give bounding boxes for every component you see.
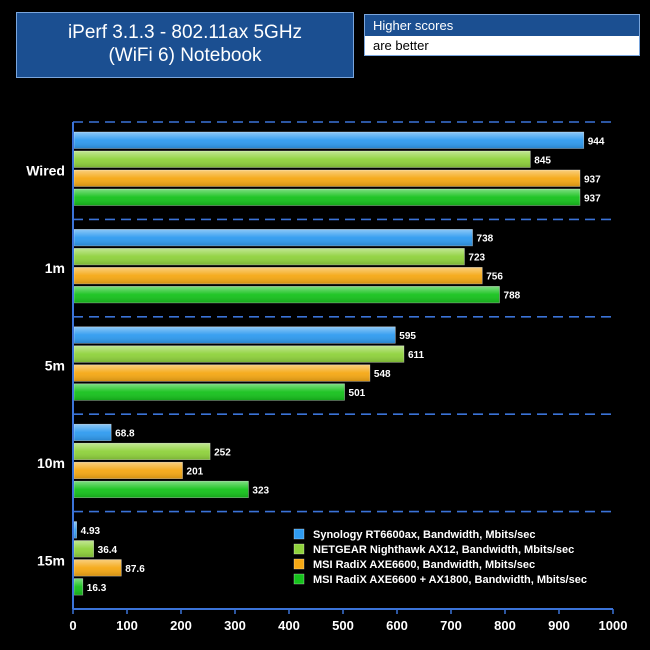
bar-highlight <box>74 170 580 187</box>
value-label: 68.8 <box>115 428 135 439</box>
value-label: 323 <box>252 485 269 496</box>
x-tick-label: 700 <box>440 618 462 633</box>
legend-label: Synology RT6600ax, Bandwidth, Mbits/sec <box>313 529 536 541</box>
bar-highlight <box>74 248 465 265</box>
category-label: 10m <box>37 455 65 471</box>
bar-highlight <box>74 326 396 344</box>
chart-title-line-2: (WiFi 6) Notebook <box>108 45 262 66</box>
bar-highlight <box>74 424 112 441</box>
value-label: 595 <box>399 331 416 342</box>
value-label: 501 <box>349 388 366 399</box>
bar-highlight <box>74 345 404 363</box>
value-label: 4.93 <box>81 526 101 537</box>
value-label: 87.6 <box>125 564 145 575</box>
legend-label: NETGEAR Nighthawk AX12, Bandwidth, Mbits… <box>313 544 574 556</box>
bar-highlight <box>74 540 94 558</box>
bar-highlight <box>74 229 473 246</box>
x-tick-label: 100 <box>116 618 138 633</box>
value-label: 845 <box>534 155 551 166</box>
value-label: 16.3 <box>87 583 107 594</box>
category-label: Wired <box>26 163 65 179</box>
bar-highlight <box>74 462 183 479</box>
value-label: 937 <box>584 174 601 185</box>
x-tick-label: 200 <box>170 618 192 633</box>
x-tick-label: 900 <box>548 618 570 633</box>
bar-highlight <box>74 578 83 596</box>
value-label: 723 <box>468 253 485 264</box>
value-label: 788 <box>504 291 521 302</box>
x-tick-label: 300 <box>224 618 246 633</box>
value-label: 201 <box>187 466 204 477</box>
legend-swatch <box>293 558 305 570</box>
x-tick-label: 600 <box>386 618 408 633</box>
legend-label: MSI RadiX AXE6600 + AX1800, Bandwidth, M… <box>313 574 587 586</box>
x-tick-label: 1000 <box>599 618 628 633</box>
value-label: 548 <box>374 369 391 380</box>
x-tick-label: 800 <box>494 618 516 633</box>
legend-swatch <box>293 543 305 555</box>
bar-highlight <box>74 132 584 149</box>
legend-swatch <box>293 573 305 585</box>
category-label: 5m <box>45 358 65 374</box>
bar-highlight <box>74 481 249 498</box>
bar-highlight <box>74 286 500 303</box>
bar-highlight <box>74 364 370 382</box>
value-label: 937 <box>584 193 601 204</box>
x-tick-label: 500 <box>332 618 354 633</box>
higher-better-note: Higher scores are better <box>364 14 640 56</box>
chart-title: iPerf 3.1.3 - 802.11ax 5GHz (WiFi 6) Not… <box>16 12 354 78</box>
bar-highlight <box>74 189 580 206</box>
category-label: 1m <box>45 260 65 276</box>
value-label: 756 <box>486 272 503 283</box>
note-line-2: are better <box>365 36 639 55</box>
bar-highlight <box>74 521 77 539</box>
x-tick-label: 0 <box>69 618 76 633</box>
category-label: 15m <box>37 552 65 568</box>
value-label: 944 <box>588 136 605 147</box>
x-tick-label: 400 <box>278 618 300 633</box>
bar-highlight <box>74 443 211 460</box>
value-label: 738 <box>477 234 494 245</box>
bar-highlight <box>74 151 531 168</box>
chart-title-line-1: iPerf 3.1.3 - 802.11ax 5GHz <box>67 22 303 43</box>
value-label: 252 <box>214 447 231 458</box>
value-label: 611 <box>408 350 425 361</box>
value-label: 36.4 <box>98 545 118 556</box>
legend-label: MSI RadiX AXE6600, Bandwidth, Mbits/sec <box>313 559 535 571</box>
legend-swatch <box>293 528 305 540</box>
note-line-1: Higher scores <box>365 15 639 36</box>
bar-highlight <box>74 383 345 401</box>
bar-highlight <box>74 267 483 284</box>
bar-highlight <box>74 559 122 577</box>
